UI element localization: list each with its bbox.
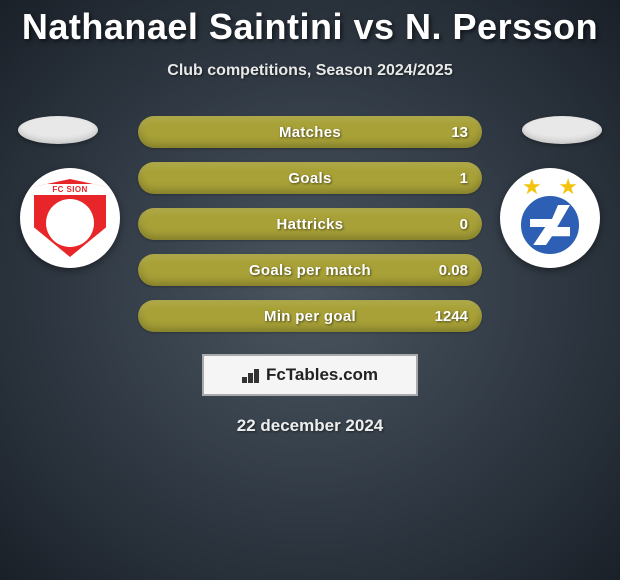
brand-text: FcTables.com bbox=[266, 365, 378, 385]
stat-value: 1244 bbox=[435, 308, 468, 325]
stats-area: ★ ★ Matches 13 Goals 1 Hattricks 0 Goals… bbox=[0, 116, 620, 332]
fc-sion-shield-icon bbox=[34, 179, 106, 257]
stat-row-gpm: Goals per match 0.08 bbox=[138, 254, 482, 286]
stat-row-goals: Goals 1 bbox=[138, 162, 482, 194]
stat-row-mpg: Min per goal 1244 bbox=[138, 300, 482, 332]
stat-row-hattricks: Hattricks 0 bbox=[138, 208, 482, 240]
subtitle: Club competitions, Season 2024/2025 bbox=[0, 62, 620, 80]
player-ellipse-right bbox=[522, 116, 602, 144]
stat-label: Min per goal bbox=[264, 308, 356, 325]
grasshopper-badge-icon: ★ ★ bbox=[500, 168, 600, 268]
stat-label: Goals per match bbox=[249, 262, 371, 279]
club-badge-left bbox=[20, 168, 120, 268]
vs-text: vs bbox=[353, 6, 394, 47]
stat-value: 0 bbox=[460, 216, 468, 233]
date-text: 22 december 2024 bbox=[0, 416, 620, 436]
player-left-name: Nathanael Saintini bbox=[22, 6, 343, 47]
player-right-name: N. Persson bbox=[405, 6, 598, 47]
stat-value: 13 bbox=[451, 124, 468, 141]
player-ellipse-left bbox=[18, 116, 98, 144]
stat-label: Matches bbox=[279, 124, 341, 141]
gc-disc-icon bbox=[517, 192, 583, 258]
stats-bars: Matches 13 Goals 1 Hattricks 0 Goals per… bbox=[138, 116, 482, 332]
bar-chart-icon bbox=[242, 367, 262, 383]
stat-value: 1 bbox=[460, 170, 468, 187]
stat-label: Hattricks bbox=[277, 216, 344, 233]
brand-box[interactable]: FcTables.com bbox=[202, 354, 418, 396]
stat-row-matches: Matches 13 bbox=[138, 116, 482, 148]
club-badge-right: ★ ★ bbox=[500, 168, 600, 268]
stat-label: Goals bbox=[288, 170, 331, 187]
stat-value: 0.08 bbox=[439, 262, 468, 279]
page-title: Nathanael Saintini vs N. Persson bbox=[0, 0, 620, 48]
